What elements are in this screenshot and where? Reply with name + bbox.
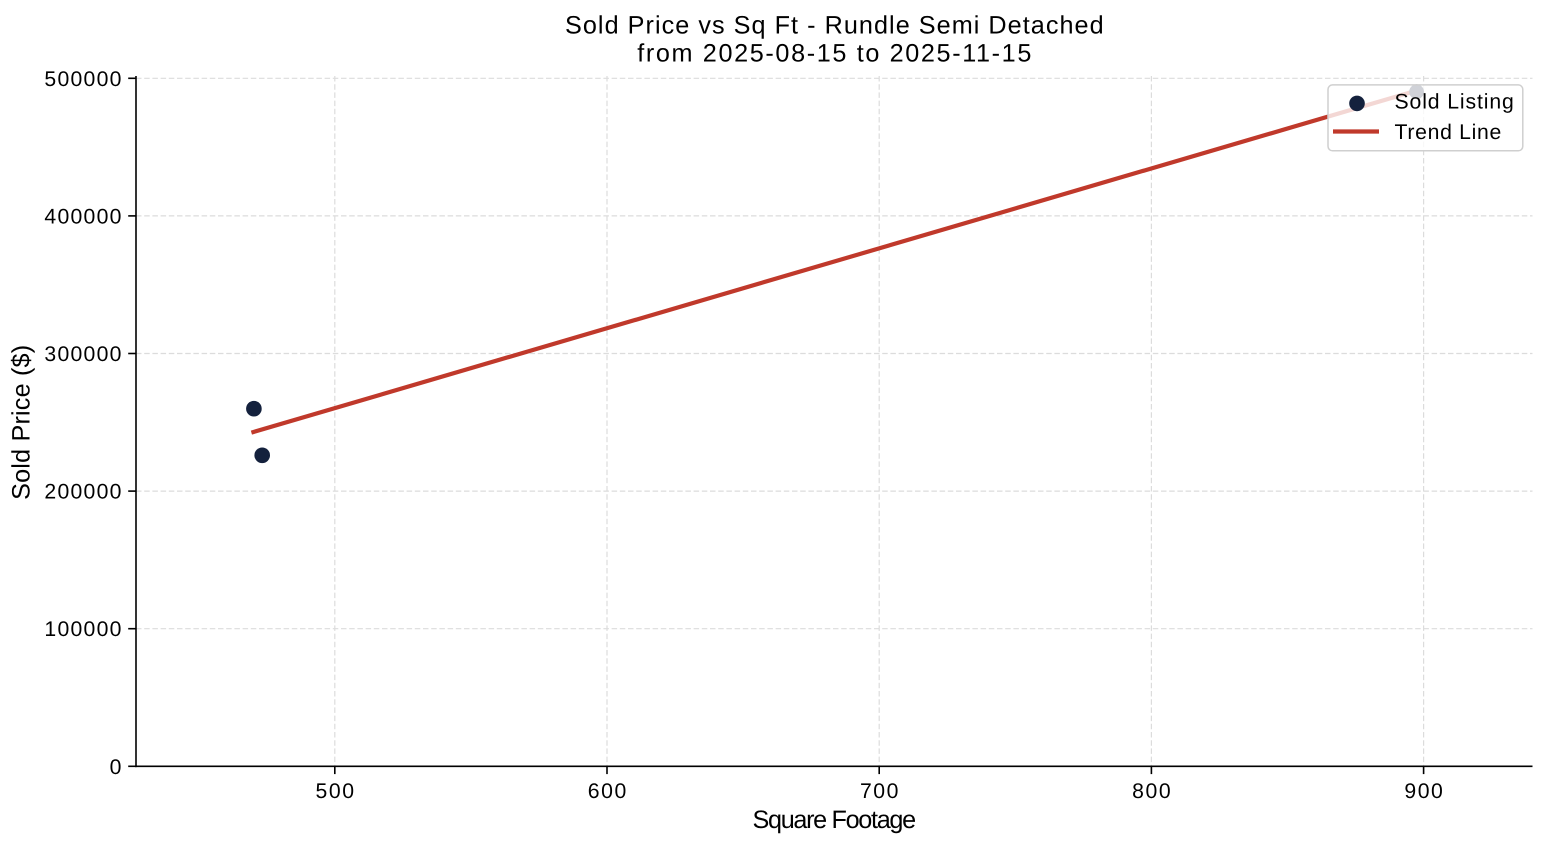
svg-text:800: 800 <box>1132 780 1171 803</box>
svg-text:Sold Price vs Sq Ft - Rundle S: Sold Price vs Sq Ft - Rundle Semi Detach… <box>565 12 1104 40</box>
svg-text:600: 600 <box>588 780 627 803</box>
svg-text:0: 0 <box>110 756 122 779</box>
svg-text:500: 500 <box>316 780 355 803</box>
svg-text:700: 700 <box>860 780 899 803</box>
svg-text:Trend Line: Trend Line <box>1395 121 1502 144</box>
svg-text:from 2025-08-15 to 2025-11-15: from 2025-08-15 to 2025-11-15 <box>637 40 1031 68</box>
svg-text:Sold Listing: Sold Listing <box>1395 91 1514 114</box>
svg-text:Sold Price ($): Sold Price ($) <box>8 345 36 500</box>
svg-text:500000: 500000 <box>44 68 121 91</box>
svg-text:100000: 100000 <box>44 618 121 641</box>
svg-text:900: 900 <box>1404 780 1443 803</box>
svg-text:300000: 300000 <box>44 343 121 366</box>
svg-text:200000: 200000 <box>44 481 121 504</box>
svg-text:400000: 400000 <box>44 205 121 228</box>
svg-text:Square Footage: Square Footage <box>753 806 917 834</box>
